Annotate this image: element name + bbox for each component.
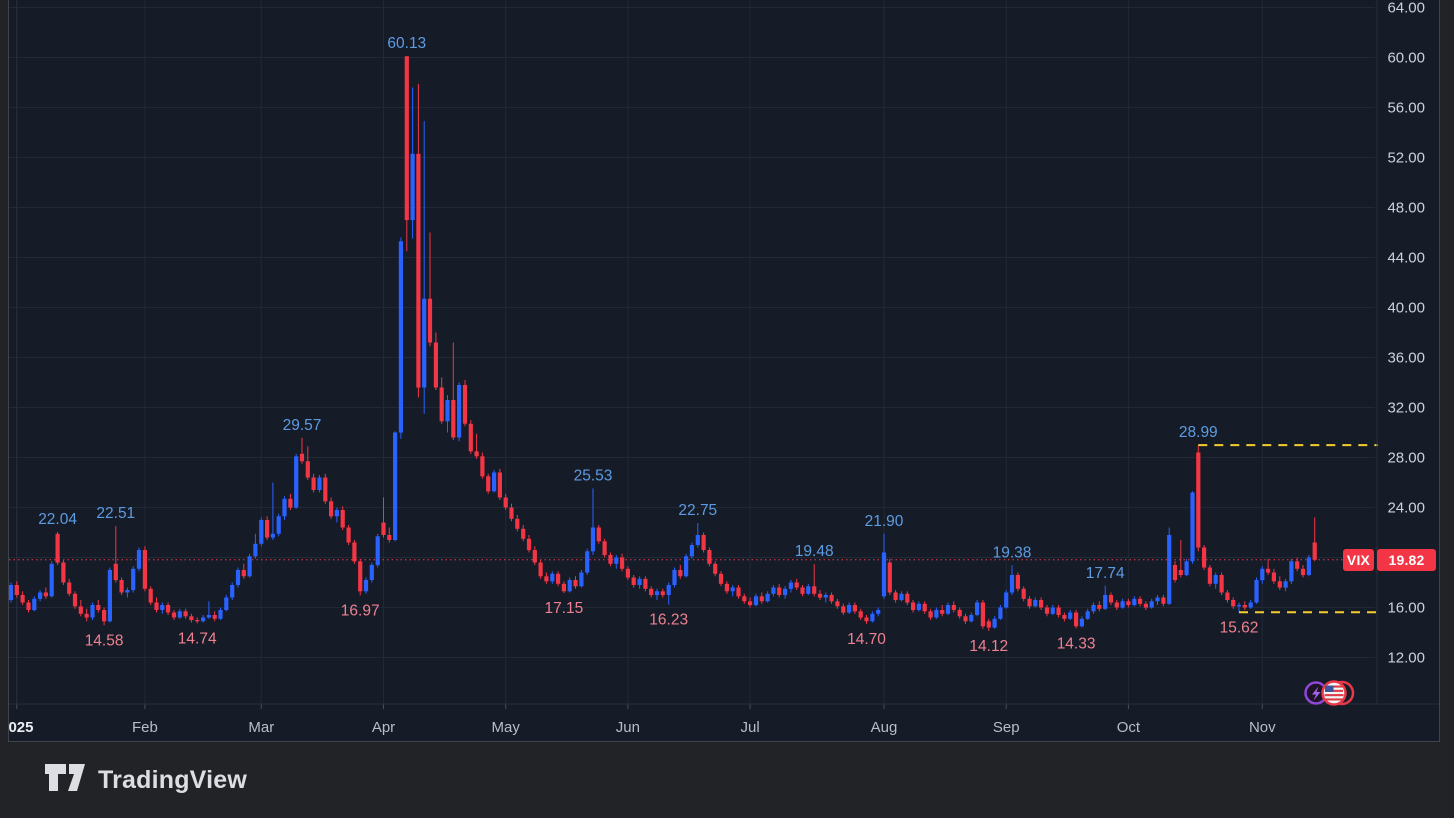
svg-text:25.53: 25.53 — [574, 467, 613, 484]
svg-text:14.74: 14.74 — [178, 630, 217, 647]
svg-text:29.57: 29.57 — [283, 417, 322, 434]
chart-canvas[interactable]: 2025 Feb Mar Apr May Jun Jul Aug Sep Oct Nov 22.04 2… — [9, 0, 1440, 741]
chart-panel: 2025 Feb Mar Apr May Jun Jul Aug Sep Oct Nov 22.04 2… — [8, 0, 1440, 742]
svg-text:14.70: 14.70 — [847, 631, 886, 648]
svg-text:32.00: 32.00 — [1387, 400, 1425, 417]
svg-text:Jun: Jun — [616, 719, 640, 736]
svg-text:22.75: 22.75 — [678, 502, 717, 519]
svg-text:14.12: 14.12 — [969, 638, 1008, 655]
svg-text:19.48: 19.48 — [795, 543, 834, 560]
symbol-price-badge: VIX — [1343, 549, 1374, 571]
svg-text:60.00: 60.00 — [1387, 50, 1425, 67]
svg-text:52.00: 52.00 — [1387, 150, 1425, 167]
last-price-value: 19.82 — [1388, 552, 1425, 568]
last-price-badge: 19.82 — [1377, 549, 1436, 571]
svg-text:2025: 2025 — [9, 719, 33, 736]
svg-text:21.90: 21.90 — [865, 513, 904, 530]
symbol-badge-label: VIX — [1346, 552, 1371, 568]
svg-text:22.04: 22.04 — [38, 511, 77, 528]
svg-text:16.97: 16.97 — [341, 602, 380, 619]
svg-text:28.00: 28.00 — [1387, 450, 1425, 467]
svg-text:56.00: 56.00 — [1387, 100, 1425, 117]
economic-events-us-flag-icon[interactable] — [1321, 680, 1355, 706]
tradingview-logo-text: TradingView — [98, 765, 248, 794]
svg-text:Jul: Jul — [741, 719, 760, 736]
svg-text:Sep: Sep — [993, 719, 1020, 736]
svg-text:12.00: 12.00 — [1387, 650, 1425, 667]
time-axis[interactable] — [9, 705, 1365, 741]
svg-text:28.99: 28.99 — [1179, 424, 1218, 441]
svg-text:64.00: 64.00 — [1387, 0, 1425, 17]
tradingview-logo[interactable]: TradingView — [44, 762, 247, 798]
svg-text:48.00: 48.00 — [1387, 200, 1425, 217]
svg-text:Oct: Oct — [1117, 719, 1141, 736]
svg-text:22.51: 22.51 — [96, 505, 135, 522]
tradingview-logo-icon — [44, 762, 86, 798]
svg-text:14.58: 14.58 — [85, 632, 124, 649]
svg-text:17.74: 17.74 — [1086, 565, 1125, 582]
svg-text:60.13: 60.13 — [387, 35, 426, 52]
svg-text:15.62: 15.62 — [1220, 619, 1259, 636]
svg-text:16.23: 16.23 — [649, 612, 688, 629]
svg-text:19.38: 19.38 — [993, 544, 1032, 561]
svg-text:May: May — [492, 719, 521, 736]
price-axis[interactable] — [1365, 0, 1439, 704]
svg-text:Feb: Feb — [132, 719, 158, 736]
svg-text:Mar: Mar — [248, 719, 274, 736]
svg-text:44.00: 44.00 — [1387, 250, 1425, 267]
attribution-bar: TradingView — [0, 742, 1454, 818]
svg-text:16.00: 16.00 — [1387, 600, 1425, 617]
svg-text:40.00: 40.00 — [1387, 300, 1425, 317]
svg-text:Apr: Apr — [372, 719, 395, 736]
svg-text:14.33: 14.33 — [1057, 635, 1096, 652]
svg-text:Aug: Aug — [871, 719, 898, 736]
svg-text:36.00: 36.00 — [1387, 350, 1425, 367]
svg-text:24.00: 24.00 — [1387, 500, 1425, 517]
svg-text:17.15: 17.15 — [545, 600, 584, 617]
svg-text:Nov: Nov — [1249, 719, 1276, 736]
